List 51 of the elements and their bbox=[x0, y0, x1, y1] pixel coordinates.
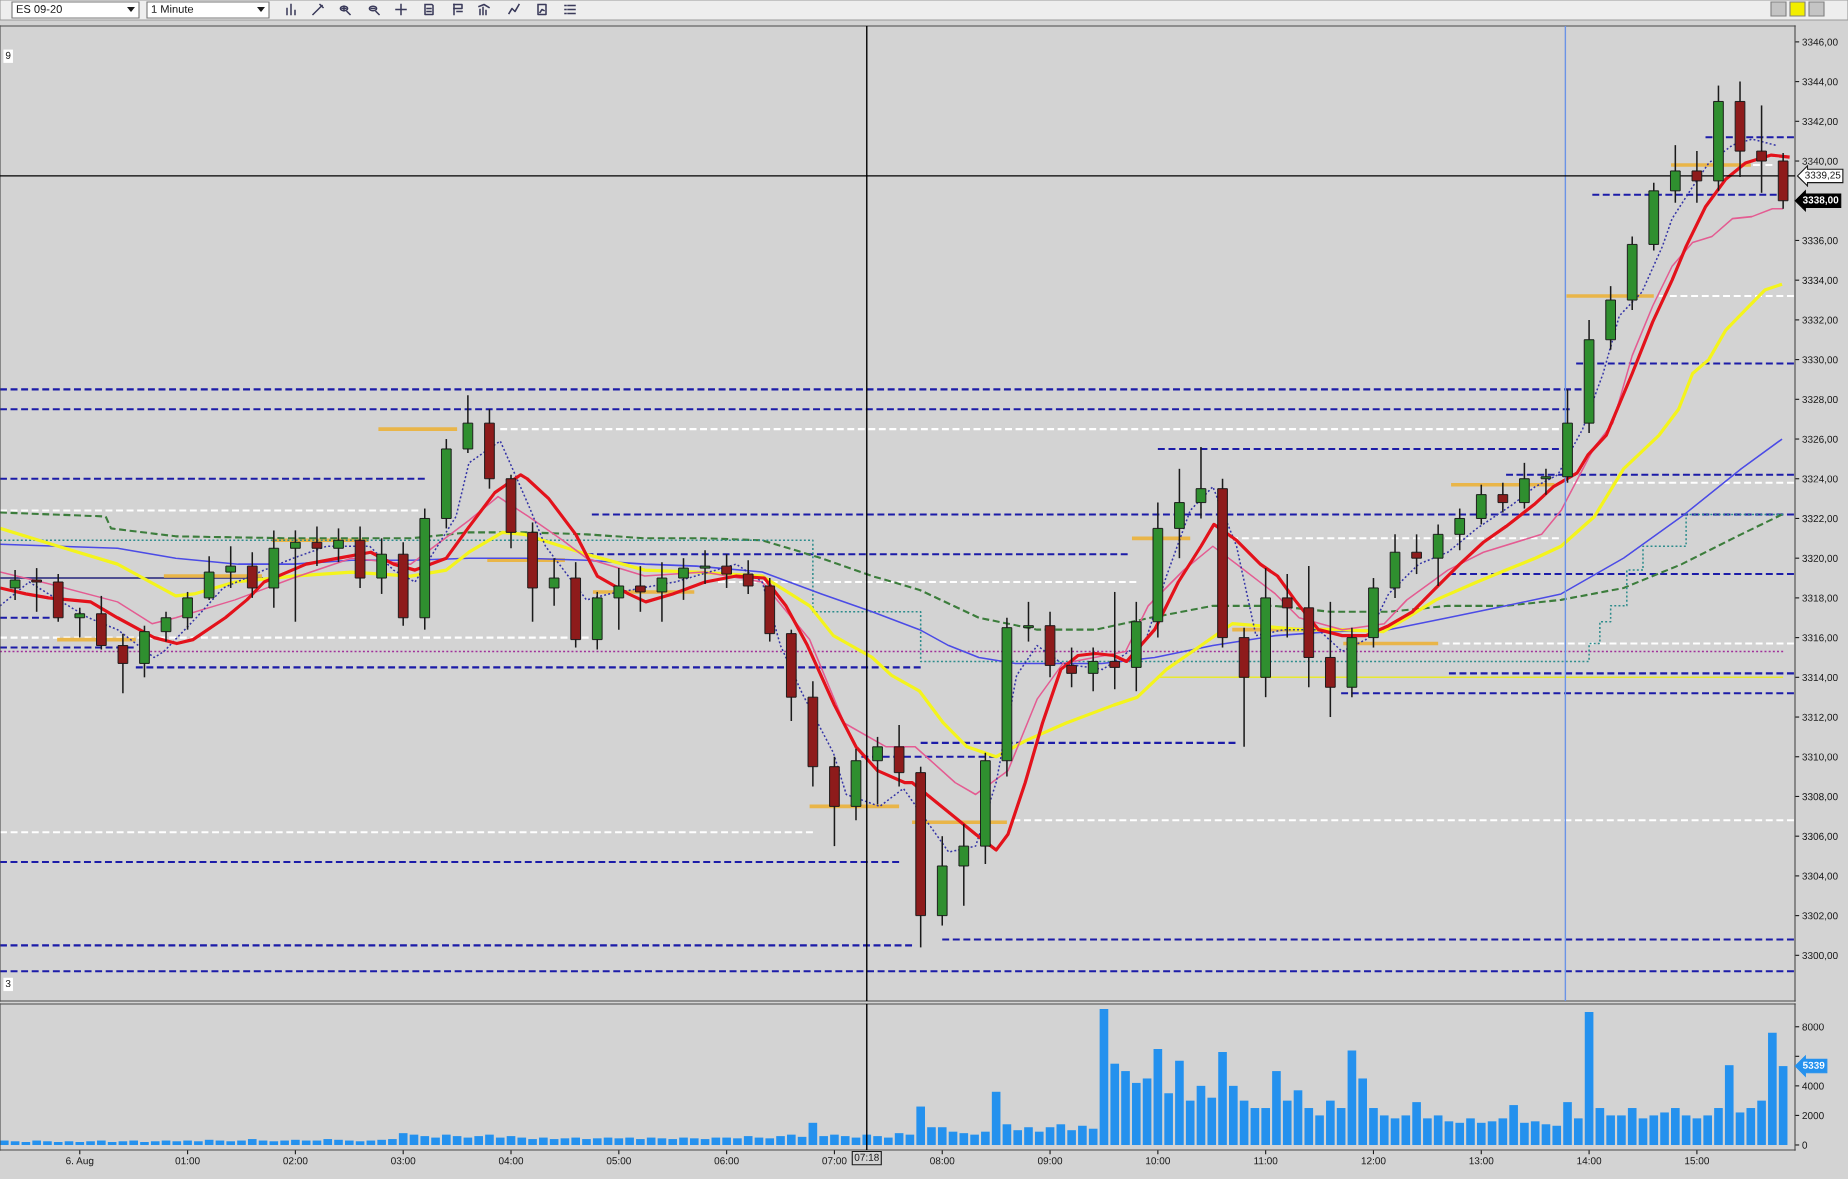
x-tick-label: 02:00 bbox=[283, 1157, 308, 1165]
annotation: 3 bbox=[5, 980, 11, 988]
y-tick-label: 3334,00 bbox=[1802, 276, 1838, 286]
y-tick-label: 3324,00 bbox=[1802, 475, 1838, 484]
annotation: 9 bbox=[5, 51, 11, 59]
ref-line-label: 07:18 bbox=[854, 1153, 879, 1161]
y-tick-label: 2000 bbox=[1802, 1112, 1824, 1120]
annotation: 3338,00 bbox=[1802, 196, 1839, 205]
y-tick-label: 3310,00 bbox=[1802, 753, 1838, 762]
x-tick-label: 10:00 bbox=[1146, 1157, 1170, 1165]
y-tick-label: 4000 bbox=[1802, 1082, 1824, 1090]
chart-subtitle: 1 Minute bbox=[151, 4, 194, 13]
x-tick-label: 6. Aug bbox=[66, 1157, 94, 1167]
chart-title: ES 09-20 bbox=[16, 5, 62, 13]
y-tick-label: 3308,00 bbox=[1802, 793, 1838, 802]
x-tick-label: 12:00 bbox=[1361, 1157, 1386, 1165]
x-tick-label: 07:00 bbox=[822, 1157, 847, 1165]
y-tick-label: 3346,00 bbox=[1802, 38, 1838, 47]
y-tick-label: 3340,00 bbox=[1802, 157, 1838, 166]
x-tick-label: 05:00 bbox=[606, 1157, 631, 1165]
y-tick-label: 3316,00 bbox=[1802, 634, 1838, 643]
y-tick-label: 3326,00 bbox=[1802, 435, 1838, 444]
x-tick-label: 04:00 bbox=[498, 1157, 524, 1165]
y-tick-label: 0 bbox=[1802, 1141, 1808, 1149]
y-tick-label: 3332,00 bbox=[1802, 316, 1838, 325]
x-tick-label: 13:00 bbox=[1469, 1157, 1494, 1165]
y-tick-label: 3302,00 bbox=[1802, 912, 1838, 921]
x-tick-label: 15:00 bbox=[1685, 1157, 1710, 1165]
y-tick-label: 3300,00 bbox=[1802, 951, 1838, 961]
x-tick-label: 03:00 bbox=[391, 1157, 416, 1165]
y-tick-label: 3328,00 bbox=[1802, 395, 1838, 405]
y-tick-label: 3342,00 bbox=[1802, 117, 1838, 127]
annotation: 5339 bbox=[1802, 1061, 1825, 1069]
y-tick-label: 3322,00 bbox=[1802, 515, 1838, 524]
y-tick-label: 3318,00 bbox=[1802, 594, 1838, 603]
y-tick-label: 3314,00 bbox=[1802, 673, 1838, 683]
x-tick-label: 06:00 bbox=[714, 1157, 739, 1165]
y-tick-label: 8000 bbox=[1802, 1023, 1824, 1031]
ref-line-label: 3339,25 bbox=[1805, 171, 1841, 180]
x-tick-label: 01:00 bbox=[175, 1157, 200, 1165]
x-tick-label: 14:00 bbox=[1577, 1157, 1602, 1165]
x-tick-label: 11:00 bbox=[1254, 1157, 1278, 1165]
y-tick-label: 3320,00 bbox=[1802, 554, 1838, 564]
y-tick-label: 3336,00 bbox=[1802, 237, 1838, 246]
y-tick-label: 3312,00 bbox=[1802, 713, 1838, 722]
x-tick-label: 08:00 bbox=[930, 1157, 955, 1165]
y-tick-label: 3344,00 bbox=[1802, 78, 1838, 87]
x-tick-label: 09:00 bbox=[1037, 1157, 1063, 1165]
y-tick-label: 3304,00 bbox=[1802, 872, 1838, 881]
y-tick-label: 3306,00 bbox=[1802, 832, 1838, 842]
y-tick-label: 3330,00 bbox=[1802, 356, 1838, 365]
